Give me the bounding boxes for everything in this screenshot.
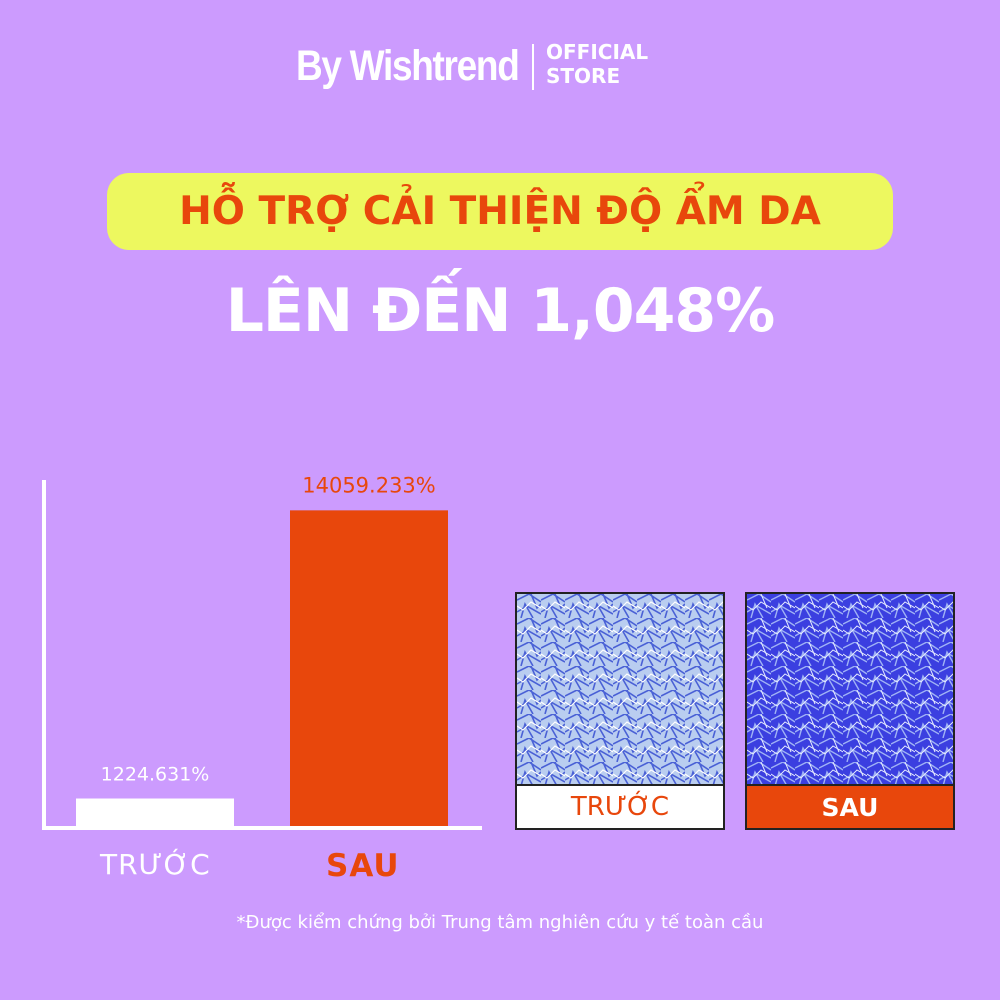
brand-sub-line2: STORE (546, 64, 621, 88)
after-photo-caption: SAU (747, 784, 953, 828)
brand-divider (532, 44, 534, 90)
after-skin-texture (747, 594, 953, 786)
category-label-before: TRƯỚC (100, 848, 211, 881)
subheadline: LÊN ĐẾN 1,048% (225, 276, 776, 346)
brand-logo-text: By Wishtrend (296, 42, 520, 90)
footnote: *Được kiểm chứng bởi Trung tâm nghiên cứ… (236, 912, 764, 933)
brand-store-label: OFFICIAL STORE (546, 40, 648, 88)
data-label-before: 1224.631% (101, 764, 210, 786)
before-skin-texture (517, 594, 723, 786)
after-photo: SAU (745, 592, 955, 830)
data-label-after: 14059.233% (302, 473, 436, 497)
bar-chart: 1224.631% 14059.233% (42, 473, 482, 830)
headline-banner: HỖ TRỢ CẢI THIỆN ĐỘ ẨM DA (107, 173, 893, 250)
category-label-after: SAU (326, 848, 400, 884)
brand-sub-line1: OFFICIAL (546, 40, 649, 64)
before-photo: TRƯỚC (515, 592, 725, 830)
bar-after (290, 510, 448, 826)
bar-before (76, 798, 234, 826)
before-photo-caption: TRƯỚC (517, 784, 723, 828)
headline-text: HỖ TRỢ CẢI THIỆN ĐỘ ẨM DA (179, 189, 821, 234)
brand-header: By Wishtrend OFFICIAL STORE (0, 38, 1000, 98)
